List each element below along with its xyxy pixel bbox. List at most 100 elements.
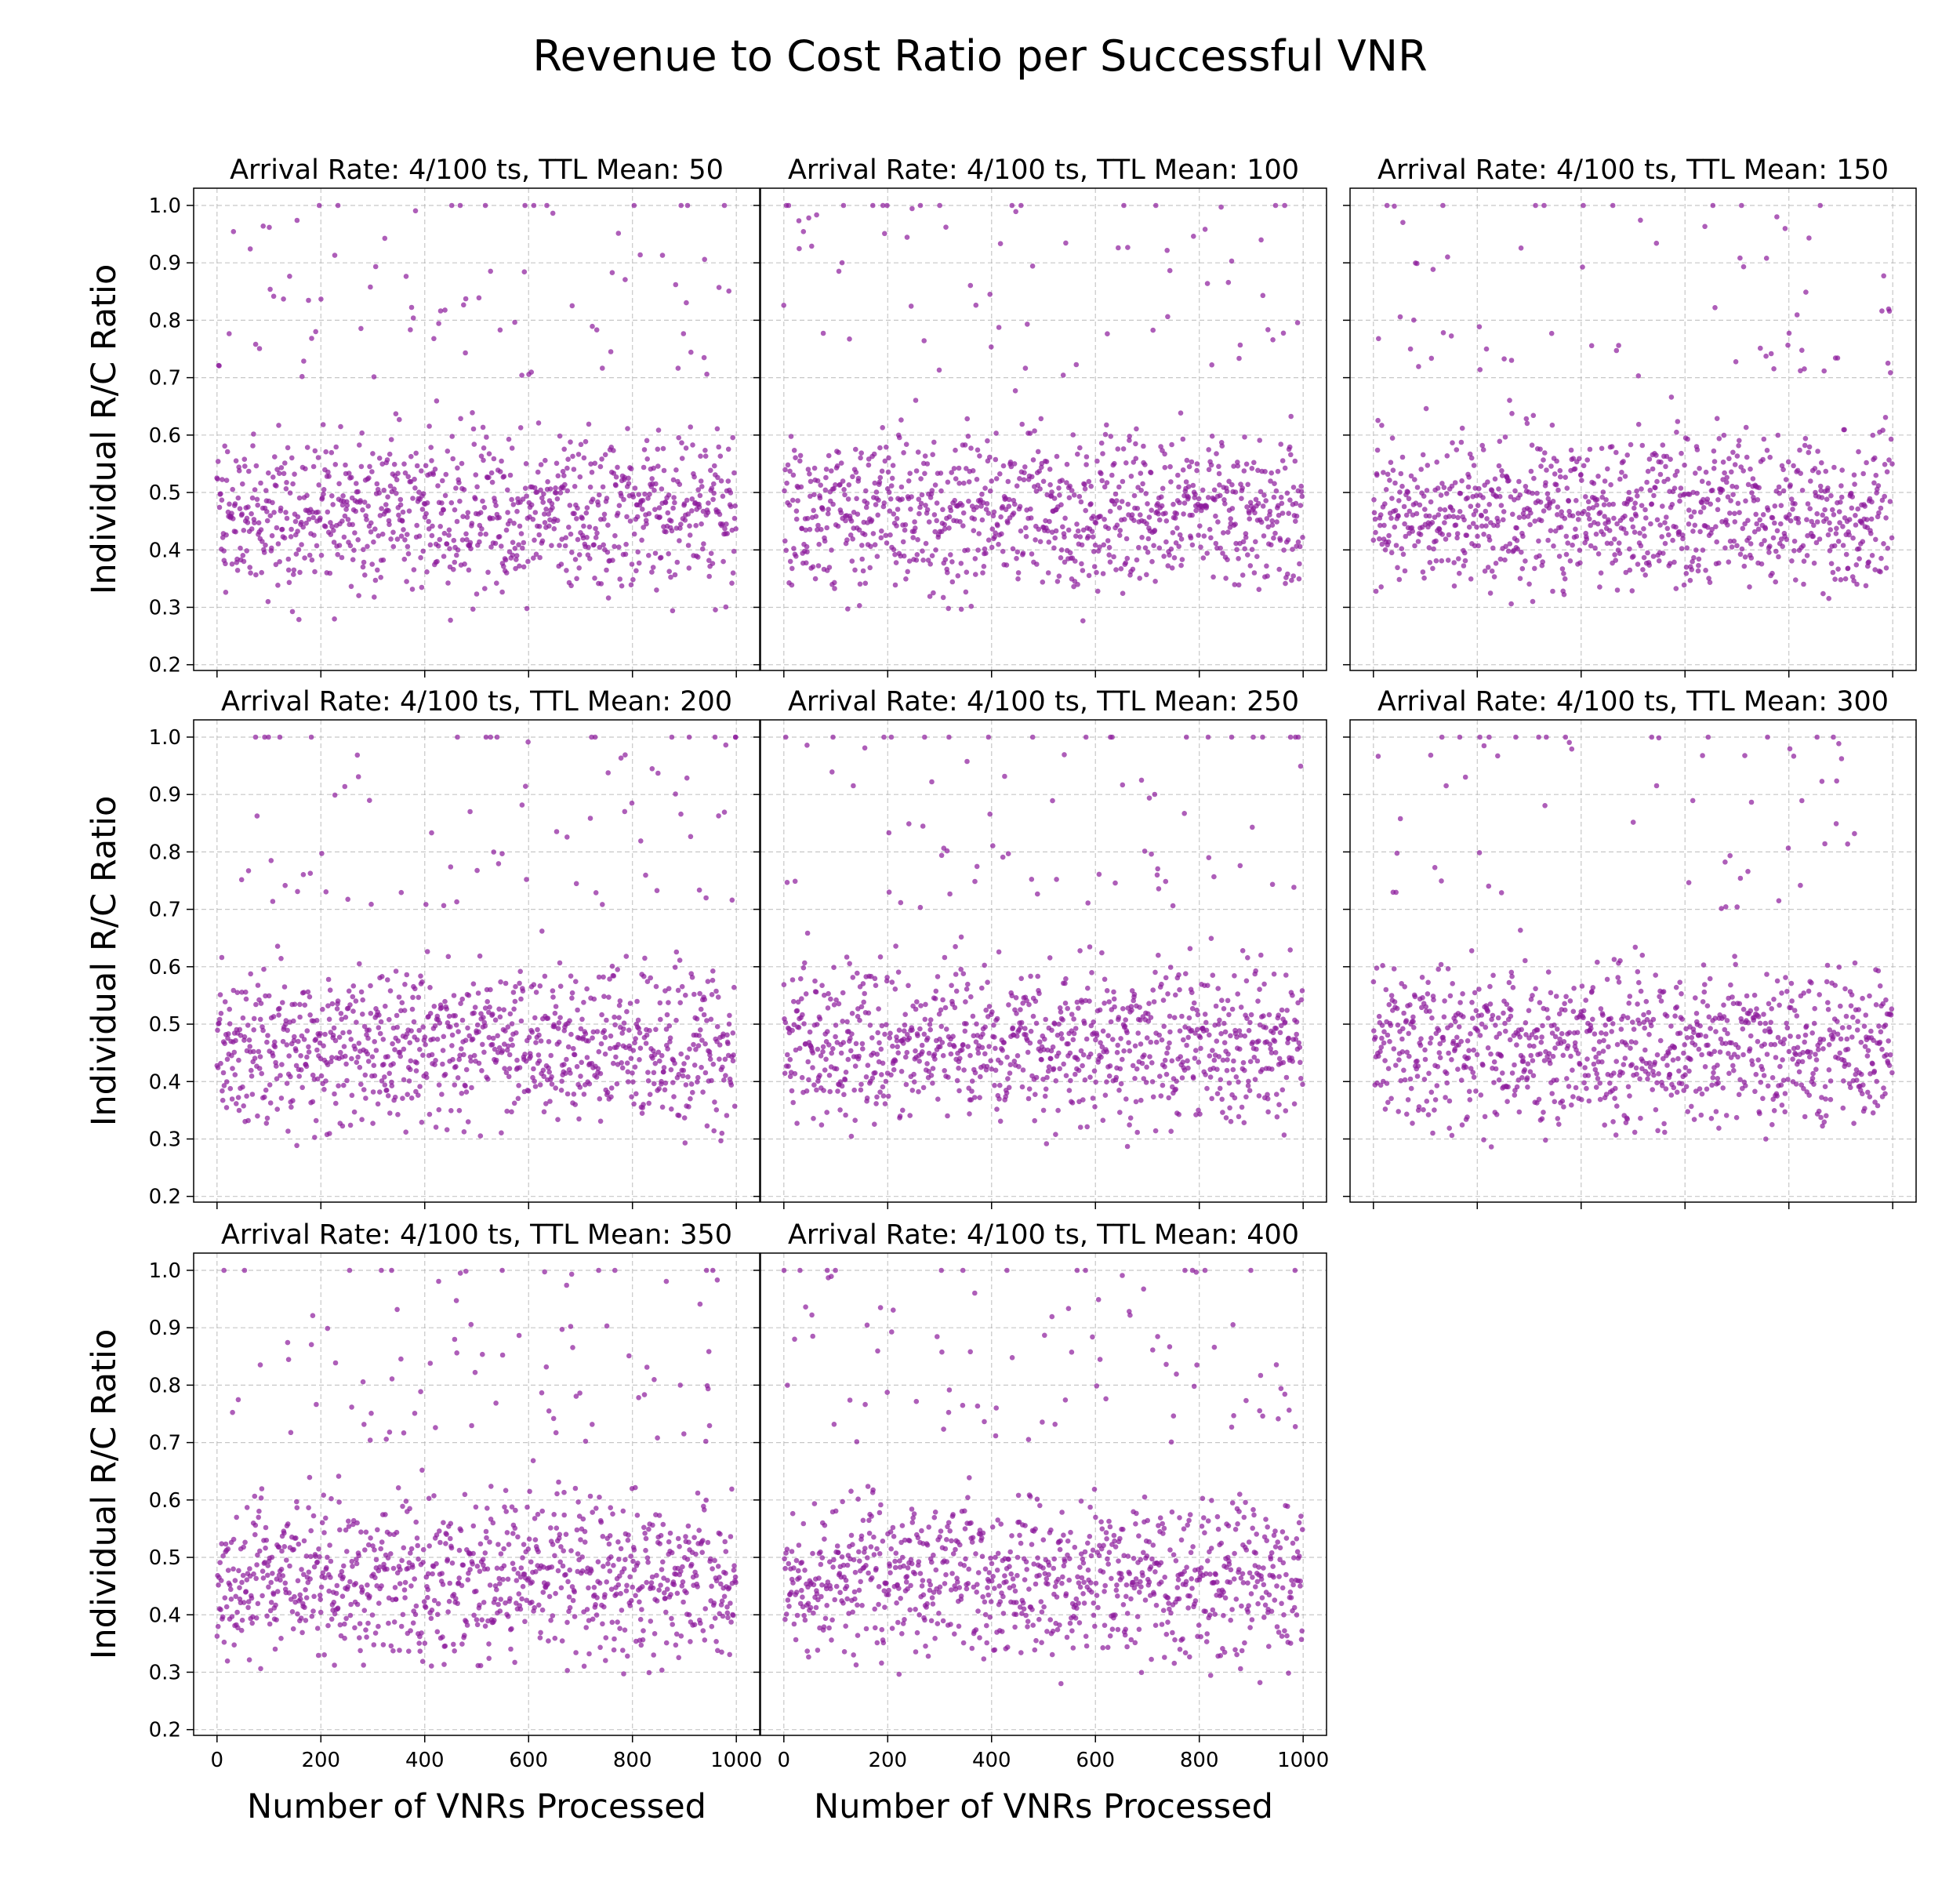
data-point <box>343 1053 348 1059</box>
data-point <box>1283 580 1288 587</box>
data-point <box>303 1063 310 1070</box>
data-point <box>1372 516 1378 522</box>
data-point <box>1290 485 1297 490</box>
data-point <box>464 514 470 520</box>
data-point <box>1608 540 1614 547</box>
data-point <box>354 1019 359 1025</box>
data-point <box>637 1030 643 1036</box>
data-point <box>1595 551 1602 557</box>
data-point <box>341 1082 347 1088</box>
data-point <box>293 1063 299 1069</box>
data-point <box>435 543 441 549</box>
data-point <box>702 1041 708 1047</box>
data-point <box>1189 512 1195 518</box>
data-point <box>1228 516 1233 521</box>
data-point <box>997 1118 1004 1124</box>
data-point <box>1232 582 1238 587</box>
data-point <box>612 1022 618 1028</box>
data-point <box>622 277 628 282</box>
data-point <box>630 1070 635 1076</box>
data-point <box>543 1101 549 1106</box>
data-point <box>410 994 416 1001</box>
data-point <box>1037 486 1043 492</box>
data-point <box>267 224 272 231</box>
data-point <box>1600 489 1606 495</box>
data-point <box>1145 501 1150 507</box>
data-point <box>1100 451 1105 456</box>
data-point <box>859 1041 866 1047</box>
data-point <box>829 547 834 553</box>
data-point <box>720 558 726 565</box>
data-point <box>712 1099 717 1105</box>
data-point <box>1496 486 1501 492</box>
data-point <box>1592 545 1598 551</box>
data-point <box>1163 518 1170 524</box>
data-point <box>796 1025 802 1030</box>
data-point <box>955 573 961 579</box>
data-point <box>906 983 911 989</box>
data-point <box>1156 517 1163 523</box>
data-point <box>506 1066 513 1071</box>
data-point <box>224 449 230 455</box>
data-point <box>956 465 962 471</box>
data-point <box>1177 532 1183 538</box>
data-point <box>1124 1143 1131 1150</box>
data-point <box>452 559 458 565</box>
data-point <box>677 481 683 487</box>
data-point <box>1643 515 1649 521</box>
data-point <box>820 330 826 336</box>
data-point <box>445 1020 451 1026</box>
data-point <box>702 997 707 1002</box>
data-point <box>348 1037 354 1042</box>
data-point <box>364 517 369 522</box>
data-point <box>1782 226 1788 231</box>
data-point <box>280 1038 286 1045</box>
data-point <box>933 988 939 994</box>
data-point <box>650 565 656 570</box>
data-point <box>798 976 804 982</box>
data-point <box>939 1040 946 1045</box>
data-point <box>1806 235 1812 241</box>
data-point <box>1016 1063 1022 1070</box>
data-point <box>503 527 510 533</box>
data-point <box>466 567 472 573</box>
data-point <box>444 1006 449 1012</box>
data-point <box>961 480 967 486</box>
data-point <box>581 523 586 529</box>
data-point <box>1498 503 1504 508</box>
data-point <box>310 463 317 470</box>
data-point <box>556 1020 562 1026</box>
data-point <box>1094 1033 1100 1038</box>
data-point <box>1532 518 1537 524</box>
data-point <box>920 548 925 554</box>
data-point <box>1265 524 1271 530</box>
data-point <box>1767 454 1773 460</box>
data-point <box>1189 990 1195 995</box>
data-point <box>361 1087 367 1092</box>
data-point <box>564 1056 569 1063</box>
data-point <box>418 554 423 561</box>
data-point <box>1138 470 1144 476</box>
data-point <box>1428 499 1434 505</box>
data-point <box>504 1108 510 1114</box>
data-point <box>1724 474 1730 481</box>
data-point <box>655 446 661 452</box>
data-point <box>1271 535 1276 541</box>
data-point <box>1873 536 1878 543</box>
data-point <box>1286 510 1291 516</box>
data-point <box>602 1051 608 1057</box>
data-point <box>359 430 365 436</box>
data-point <box>1285 571 1290 577</box>
data-point <box>401 527 406 532</box>
data-point <box>393 411 399 416</box>
data-point <box>1243 461 1250 467</box>
data-point <box>1092 542 1098 548</box>
data-point <box>1130 1063 1136 1069</box>
data-point <box>617 998 623 1004</box>
data-point <box>483 734 489 740</box>
data-point <box>335 998 341 1004</box>
data-point <box>1527 521 1533 528</box>
data-point <box>1059 1036 1065 1041</box>
data-point <box>505 1024 511 1030</box>
data-point <box>328 520 333 525</box>
